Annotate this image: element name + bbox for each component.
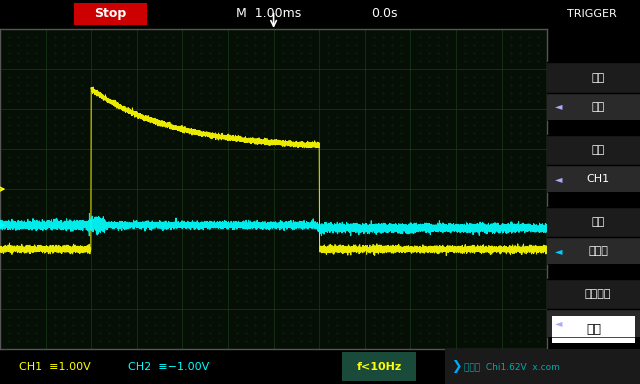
Text: 0.0s: 0.0s	[371, 7, 397, 20]
Text: ◄: ◄	[555, 318, 562, 328]
Text: 类型: 类型	[591, 73, 605, 83]
Text: 边沿: 边沿	[591, 101, 605, 112]
Bar	[342, 352, 416, 381]
Bar	[547, 165, 640, 192]
Bar	[552, 316, 636, 343]
Text: ◄: ◄	[555, 246, 562, 256]
Text: 设置: 设置	[586, 323, 601, 336]
Bar	[547, 135, 640, 165]
Text: CH1: CH1	[587, 174, 610, 184]
Bar	[547, 207, 640, 237]
Text: M  1.00ms: M 1.00ms	[236, 7, 301, 20]
Text: 迅维网  Chi1.62V  x.com: 迅维网 Chi1.62V x.com	[464, 362, 560, 371]
Bar	[547, 63, 640, 93]
Text: ◄: ◄	[555, 101, 562, 112]
Bar	[547, 310, 640, 337]
Text: ◄: ◄	[555, 174, 562, 184]
Text: CH1  ≡1.00V: CH1 ≡1.00V	[19, 362, 91, 372]
Text: 信源: 信源	[591, 145, 605, 155]
Text: f<10Hz: f<10Hz	[356, 362, 401, 372]
Text: Stop: Stop	[95, 7, 127, 20]
Text: ❯: ❯	[451, 360, 461, 373]
Text: 触发方式: 触发方式	[585, 289, 611, 299]
Bar	[547, 279, 640, 310]
Text: 单次: 单次	[591, 318, 605, 328]
Bar	[547, 237, 640, 265]
Text: 斜率: 斜率	[591, 217, 605, 227]
Text: 下降沿: 下降沿	[588, 246, 608, 256]
Bar	[74, 3, 147, 25]
Bar	[547, 93, 640, 120]
Bar	[445, 349, 640, 384]
Text: CH2  ≡−1.00V: CH2 ≡−1.00V	[128, 362, 209, 372]
Text: TRIGGER: TRIGGER	[567, 9, 617, 19]
